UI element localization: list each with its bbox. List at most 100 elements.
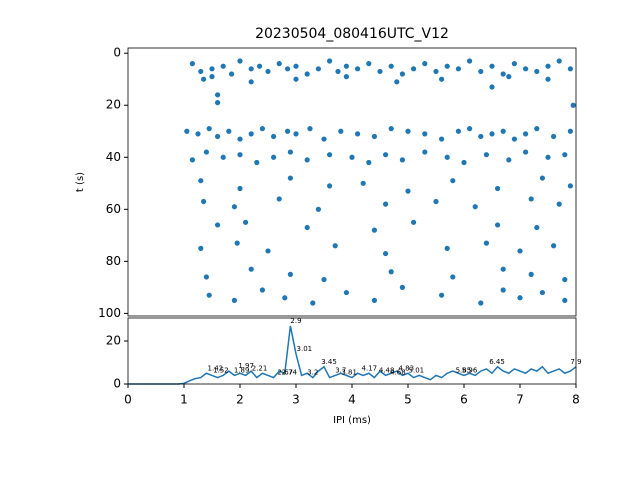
point [282, 295, 288, 301]
point [383, 201, 389, 207]
point [307, 126, 313, 132]
point [220, 154, 226, 160]
point [399, 71, 405, 77]
point [321, 136, 327, 142]
point [265, 248, 271, 254]
x-tick-label: 6 [460, 393, 468, 407]
point [567, 183, 574, 189]
point [534, 224, 540, 231]
point [231, 204, 237, 210]
histogram-line [128, 325, 577, 385]
point [377, 68, 383, 75]
point [500, 287, 506, 293]
point [209, 74, 215, 80]
point [206, 292, 212, 298]
point [366, 159, 372, 166]
point [293, 76, 299, 82]
y-tick-label: 100 [98, 306, 121, 320]
point [371, 227, 377, 233]
point [332, 243, 338, 249]
x-tick-label: 2 [236, 393, 244, 407]
point [545, 76, 551, 82]
point [517, 248, 523, 254]
point [500, 71, 506, 77]
point [304, 71, 310, 77]
point [472, 204, 478, 210]
point [198, 178, 204, 184]
peak-label: 1.89 [234, 366, 250, 374]
point [237, 185, 243, 192]
point [276, 196, 282, 202]
y-tick-label: 0 [113, 46, 121, 60]
x-tick-label: 5 [404, 393, 412, 407]
x-tick-label: 7 [516, 393, 524, 407]
point [259, 287, 265, 293]
point [343, 289, 349, 296]
point [405, 188, 411, 194]
point [500, 128, 506, 134]
point [489, 131, 495, 137]
point [383, 152, 389, 158]
point [506, 157, 512, 163]
point [203, 149, 209, 155]
point [523, 149, 529, 155]
point [315, 66, 321, 72]
point [528, 271, 534, 277]
point [226, 128, 232, 134]
point [293, 63, 299, 69]
peak-label: 3.45 [321, 358, 337, 366]
point [461, 159, 467, 166]
point [455, 66, 461, 72]
point [411, 66, 417, 72]
plot-frame [127, 47, 577, 317]
point [237, 136, 243, 142]
point [248, 131, 254, 137]
point [321, 276, 327, 283]
peak-label: 3.81 [341, 369, 357, 377]
point [195, 131, 201, 137]
point [366, 61, 372, 67]
point [257, 63, 263, 69]
peak-label: 2.67 [278, 369, 294, 377]
peak-label: 3.2 [307, 369, 318, 377]
peak-label: 1.52 [213, 366, 229, 374]
point [231, 297, 237, 303]
point [556, 201, 562, 207]
point [422, 61, 428, 67]
peak-label: 6.45 [489, 358, 505, 366]
peak-label: 4.48 [379, 366, 395, 374]
peak-label: 3.7 [335, 366, 346, 374]
point [478, 133, 484, 140]
peak-label: 4.17 [362, 364, 378, 372]
point [444, 154, 450, 160]
point [534, 68, 540, 75]
point [388, 269, 394, 275]
point [285, 128, 291, 134]
point [523, 66, 529, 72]
x-axis-label: IPI (ms) [333, 415, 371, 426]
point [198, 245, 204, 251]
point [220, 63, 226, 69]
point [265, 68, 271, 75]
point [478, 68, 484, 75]
point [304, 157, 310, 163]
point [206, 126, 212, 132]
point [570, 102, 576, 108]
point [433, 68, 439, 75]
point [355, 66, 361, 72]
point [271, 154, 277, 160]
point [201, 76, 207, 82]
peak-label: 5.01 [409, 366, 425, 374]
point [237, 58, 243, 64]
point [551, 243, 557, 249]
point [215, 100, 221, 106]
point [489, 84, 495, 90]
point [394, 79, 400, 85]
point [229, 71, 235, 77]
point [483, 240, 489, 246]
x-tick-label: 3 [292, 393, 300, 407]
point [388, 63, 394, 69]
point [201, 198, 207, 205]
point [215, 92, 221, 98]
